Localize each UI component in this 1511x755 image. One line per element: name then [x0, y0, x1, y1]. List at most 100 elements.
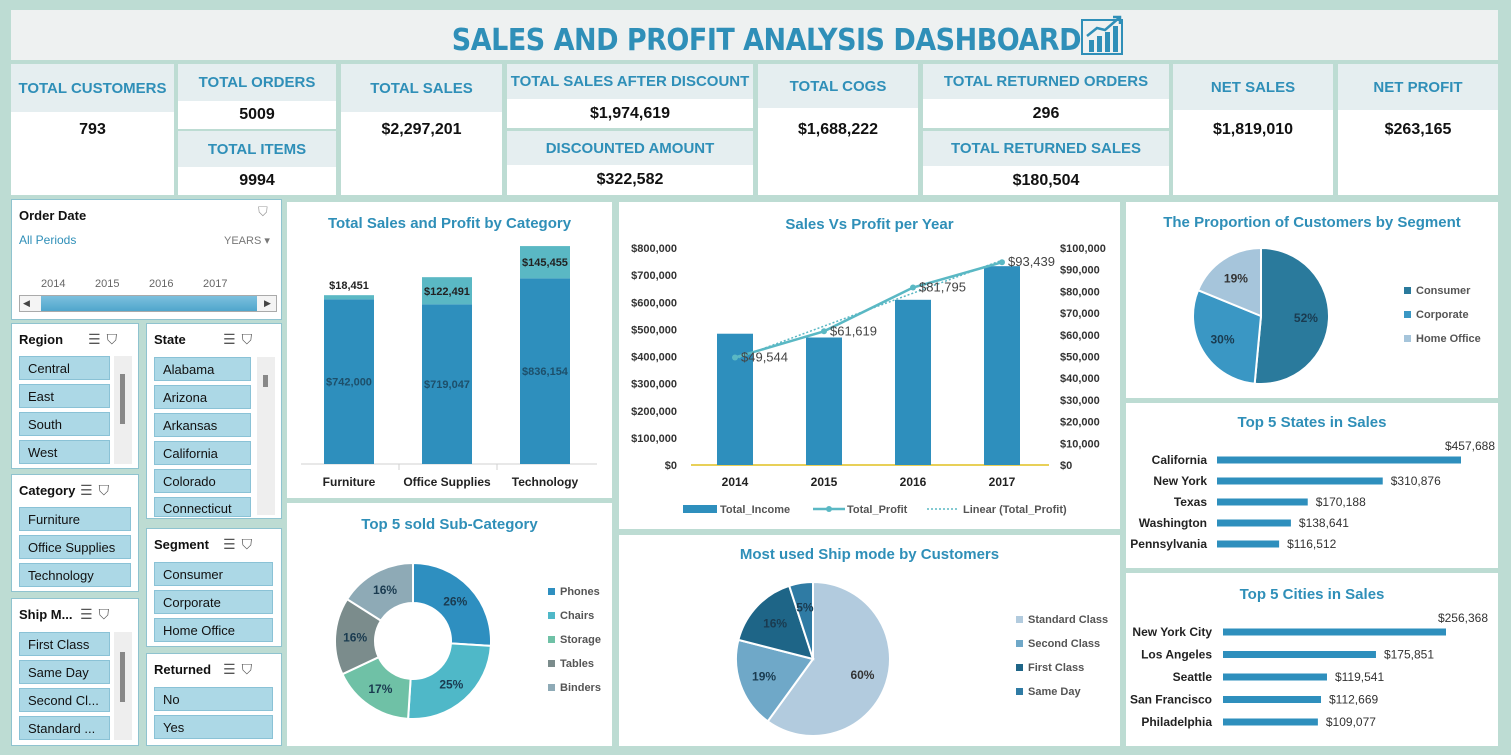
slicer-item-south[interactable]: South [19, 412, 110, 436]
timeline-level-dropdown[interactable]: YEARS ▾ [224, 235, 270, 247]
category-label: Pennsylvania [1130, 537, 1207, 551]
kpi-label: TOTAL RETURNED SALES [923, 131, 1169, 166]
category-tick-label: Technology [512, 475, 579, 489]
kpi-label: DISCOUNTED AMOUNT [507, 131, 753, 165]
clear-filter-icon[interactable]: ⛉ [98, 482, 116, 498]
clear-filter-icon[interactable]: ⛉ [106, 331, 124, 347]
clear-filter-icon[interactable]: ⛉ [241, 331, 259, 347]
slicer-item-office-supplies[interactable]: Office Supplies [19, 535, 131, 559]
legend-swatch [1016, 688, 1023, 695]
multi-select-icon[interactable]: ☰ [80, 606, 99, 622]
ship-mode-slicer[interactable]: Ship M... ☰⛉ First Class Same Day Second… [11, 598, 139, 746]
slicer-item-furniture[interactable]: Furniture [19, 507, 131, 531]
kpi-value: 793 [11, 112, 174, 195]
profit-data-label: $145,455 [522, 257, 568, 269]
slicer-item-second-class[interactable]: Second Cl... [19, 688, 110, 712]
profit-data-label: $18,451 [329, 280, 369, 292]
sales-bar [324, 299, 374, 464]
timeline-year[interactable]: 2015 [95, 278, 120, 290]
clear-filter-icon[interactable]: ⛉ [258, 204, 268, 219]
slicer-item-alabama[interactable]: Alabama [154, 357, 251, 381]
slicer-item-technology[interactable]: Technology [19, 563, 131, 587]
slicer-item-home-office[interactable]: Home Office [154, 618, 273, 642]
kpi-value: $1,819,010 [1173, 110, 1333, 195]
multi-select-icon[interactable]: ☰ [88, 331, 107, 347]
timeline-scrollbar[interactable]: ◀ ▶ [19, 295, 277, 312]
category-slicer[interactable]: Category ☰⛉ Furniture Office Supplies Te… [11, 474, 139, 592]
slicer-item-west[interactable]: West [19, 440, 110, 464]
multi-select-icon[interactable]: ☰ [223, 331, 242, 347]
order-date-timeline[interactable]: Order Date ⛉ All Periods YEARS ▾ 2014 20… [11, 199, 282, 320]
sales-data-label: $742,000 [326, 377, 372, 389]
slicer-item-first-class[interactable]: First Class [19, 632, 110, 656]
slicer-item-corporate[interactable]: Corporate [154, 590, 273, 614]
scrollbar[interactable] [114, 356, 132, 464]
profit-data-label: $122,491 [424, 286, 470, 298]
multi-select-icon[interactable]: ☰ [223, 661, 242, 677]
legend-label: Corporate [1416, 309, 1469, 321]
slicer-item-east[interactable]: East [19, 384, 110, 408]
legend-swatch [548, 660, 555, 667]
profit-point [821, 328, 827, 335]
data-label: $175,851 [1384, 648, 1434, 662]
scroll-left-icon[interactable]: ◀ [23, 298, 30, 308]
bar [1217, 456, 1461, 464]
chart-title: Sales Vs Profit per Year [785, 216, 954, 233]
sales-data-label: $836,154 [522, 366, 569, 378]
slicer-item-consumer[interactable]: Consumer [154, 562, 273, 586]
slicer-item-arizona[interactable]: Arizona [154, 385, 251, 409]
legend-swatch [548, 588, 555, 595]
legend-swatch [1404, 311, 1411, 318]
slicer-item-central[interactable]: Central [19, 356, 110, 380]
slicer-title: Segment [154, 537, 209, 552]
profit-data-label: $81,795 [919, 280, 966, 295]
slicer-item-same-day[interactable]: Same Day [19, 660, 110, 684]
timeline-year[interactable]: 2014 [41, 278, 66, 290]
slice-data-label: 16% [373, 583, 397, 597]
slicer-item-yes[interactable]: Yes [154, 715, 273, 739]
slicer-title: Category [19, 483, 76, 498]
legend-profit-marker [826, 506, 832, 512]
legend-label: Binders [560, 682, 601, 694]
state-slicer[interactable]: State ☰⛉ Alabama Arizona Arkansas Califo… [146, 323, 282, 519]
slicer-title: Ship M... [19, 607, 73, 622]
scroll-right-icon[interactable]: ▶ [264, 298, 271, 308]
timeline-year[interactable]: 2017 [203, 278, 228, 290]
y-right-tick-label: $70,000 [1060, 308, 1100, 320]
data-label: $112,669 [1329, 693, 1378, 707]
region-slicer[interactable]: Region ☰⛉ Central East South West [11, 323, 139, 469]
chart-title: Top 5 sold Sub-Category [361, 516, 538, 533]
clear-filter-icon[interactable]: ⛉ [98, 606, 116, 622]
returned-slicer[interactable]: Returned ☰⛉ No Yes [146, 653, 282, 746]
subcat-donut-chart: 26% 25% 17% 16% 16% Phones Chairs Storage Tables… [334, 561, 601, 720]
legend-label: Standard Class [1028, 614, 1108, 626]
category-label: New York City [1132, 625, 1212, 639]
legend-swatch [1016, 664, 1023, 671]
y-right-tick-label: $10,000 [1060, 438, 1100, 450]
timeline-year[interactable]: 2016 [149, 278, 174, 290]
slicer-item-arkansas[interactable]: Arkansas [154, 413, 251, 437]
bar [1223, 718, 1318, 726]
y-left-tick-label: $700,000 [631, 270, 677, 282]
segment-slicer[interactable]: Segment ☰⛉ Consumer Corporate Home Offic… [146, 528, 282, 647]
data-label: $109,077 [1326, 715, 1376, 729]
slicer-item-no[interactable]: No [154, 687, 273, 711]
timeline-range-bar[interactable] [41, 296, 257, 311]
slicer-item-standard-class[interactable]: Standard ... [19, 716, 110, 740]
multi-select-icon[interactable]: ☰ [80, 482, 99, 498]
scrollbar[interactable] [257, 357, 275, 515]
clear-filter-icon[interactable]: ⛉ [241, 661, 259, 677]
y-right-tick-label: $90,000 [1060, 265, 1100, 277]
category-tick-label: Office Supplies [403, 475, 491, 489]
slicer-item-california[interactable]: California [154, 441, 251, 465]
data-label: $457,688 [1445, 439, 1495, 453]
data-label: $170,188 [1316, 495, 1366, 509]
slicer-item-connecticut[interactable]: Connecticut [154, 497, 251, 517]
chevron-down-icon: ▾ [264, 235, 270, 247]
multi-select-icon[interactable]: ☰ [223, 536, 242, 552]
scrollbar[interactable] [114, 632, 132, 740]
clear-filter-icon[interactable]: ⛉ [241, 536, 259, 552]
legend-swatch [1016, 616, 1023, 623]
slicer-item-colorado[interactable]: Colorado [154, 469, 251, 493]
pie-slice [1192, 288, 1263, 385]
